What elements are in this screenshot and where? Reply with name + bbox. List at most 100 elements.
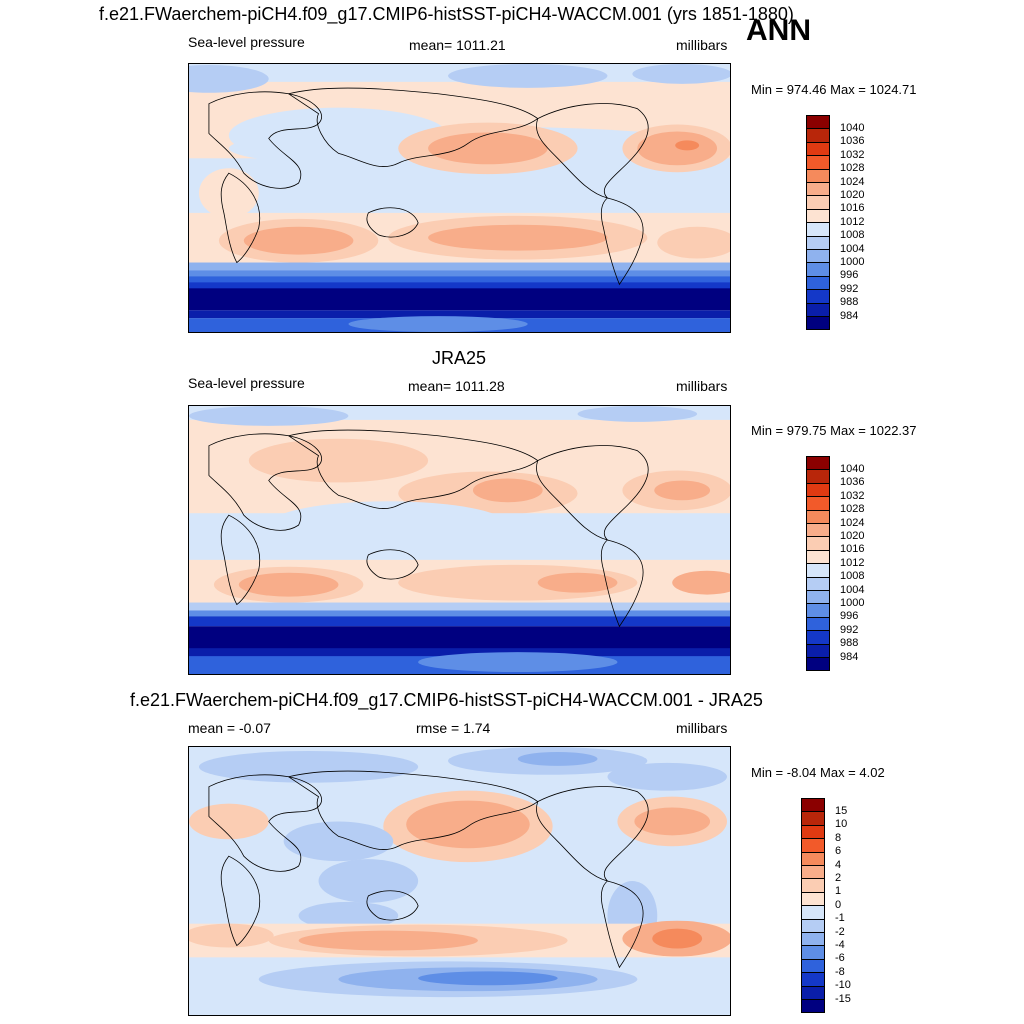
colorbar-swatch [801,999,825,1014]
colorbar-label: 988 [840,637,859,650]
colorbar-swatch [806,657,830,672]
colorbar-label: 1028 [840,503,865,516]
colorbar-swatch [801,972,825,987]
panel-1-map-field [189,64,730,332]
panel-2-units: millibars [676,378,728,394]
colorbar-swatch [801,958,825,974]
panel-2-minmax: Min = 979.75 Max = 1022.37 [751,423,917,438]
colorbar-swatch [806,316,830,331]
colorbar-label: 1020 [840,529,865,542]
colorbar-swatch [801,985,825,1000]
panel-2-variable: Sea-level pressure [188,375,305,391]
colorbar-swatch [806,630,830,645]
colorbar-swatch [806,496,830,511]
colorbar-swatch [806,523,830,538]
colorbar-label: 1028 [840,162,865,175]
colorbar-swatch [806,222,830,237]
panel-3-colorbar: 15 10 8 6 4 2 1 0 -1 -2 -4 -6 -8 -10 -15 [801,798,881,1014]
colorbar-swatch [806,576,830,591]
colorbar-swatch [806,616,830,632]
colorbar-label: 4 [835,858,842,871]
panel-1-colorbar: 1040 1036 1032 1028 1024 1020 1016 1012 1008 1004… [806,115,886,331]
colorbar-swatch [806,456,830,471]
colorbar-label: 992 [840,282,859,295]
panel-2-map [188,405,731,675]
colorbar-label: 0 [835,898,842,911]
colorbar-label: 988 [840,296,859,309]
panel-1-mean: mean= 1011.21 [409,37,506,53]
panel-2-title: JRA25 [432,348,487,368]
colorbar-label: 984 [840,309,859,322]
colorbar-swatch [806,195,830,210]
colorbar-label: -15 [835,992,851,1005]
colorbar-label: 1040 [840,121,865,134]
colorbar-label: 1004 [840,242,865,255]
colorbar-label: -1 [835,912,845,925]
colorbar-label: 1012 [840,215,865,228]
colorbar-label: 1016 [840,543,865,556]
panel-1-variable: Sea-level pressure [188,34,305,50]
panel-1-minmax: Min = 974.46 Max = 1024.71 [751,82,917,97]
colorbar-swatch [806,549,830,565]
colorbar-label: -2 [835,925,845,938]
panel-2-mean: mean= 1011.28 [408,378,505,394]
colorbar-label: 996 [840,610,859,623]
colorbar-swatch [801,905,825,920]
colorbar-swatch [806,603,830,618]
colorbar-label: 984 [840,650,859,663]
colorbar-swatch [806,141,830,157]
panel-3-map [188,746,731,1016]
panel-1-title: f.e21.FWaerchem-piCH4.f09_g17.CMIP6-hist… [99,4,794,24]
colorbar-swatch [806,275,830,291]
colorbar-label: 992 [840,623,859,636]
colorbar-swatch [801,918,825,933]
colorbar-label: 15 [835,804,848,817]
colorbar-label: 1016 [840,202,865,215]
colorbar-swatch [801,824,825,840]
panel-2-colorbar: 1040 1036 1032 1028 1024 1020 1016 1012 1008 1004… [806,456,886,672]
colorbar-label: 1 [835,885,842,898]
colorbar-label: 1000 [840,255,865,268]
colorbar-swatch [806,509,830,524]
panel-3-minmax: Min = -8.04 Max = 4.02 [751,765,885,780]
colorbar-label: -10 [835,979,851,992]
colorbar-swatch [801,798,825,813]
panel-3-map-field [189,747,730,1015]
panel-3-units: millibars [676,720,728,736]
colorbar-label: 1008 [840,229,865,242]
colorbar-label: 1008 [840,570,865,583]
colorbar-label: 1004 [840,583,865,596]
colorbar-label: 1036 [840,135,865,148]
colorbar-swatch [801,838,825,853]
colorbar-label: -6 [835,952,845,965]
colorbar-label: 8 [835,831,842,844]
colorbar-swatch [806,235,830,250]
colorbar-swatch [801,811,825,826]
colorbar-swatch [801,945,825,960]
colorbar-label: 2 [835,871,842,884]
colorbar-swatch [806,249,830,264]
season-label: ANN [746,14,811,47]
colorbar-swatch [806,168,830,183]
colorbar-swatch [801,891,825,907]
colorbar-swatch [806,115,830,130]
colorbar-label: 1036 [840,476,865,489]
colorbar-label: 1024 [840,516,865,529]
panel-3-mean: mean = -0.07 [188,720,271,736]
colorbar-swatch [806,563,830,578]
colorbar-swatch [806,482,830,498]
colorbar-swatch [806,643,830,658]
colorbar-label: 6 [835,845,842,858]
colorbar-swatch [801,851,825,866]
colorbar-swatch [806,536,830,551]
colorbar-swatch [806,128,830,143]
colorbar-label: -4 [835,938,845,951]
colorbar-swatch [806,155,830,170]
colorbar-label: 1020 [840,188,865,201]
colorbar-label: 1032 [840,148,865,161]
colorbar-swatch [806,182,830,197]
panel-2-map-field [189,406,730,674]
colorbar-swatch [806,590,830,605]
colorbar-swatch [801,932,825,947]
colorbar-swatch [806,469,830,484]
